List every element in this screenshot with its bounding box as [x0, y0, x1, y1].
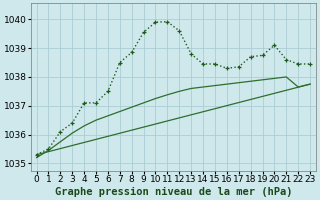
X-axis label: Graphe pression niveau de la mer (hPa): Graphe pression niveau de la mer (hPa) [55, 186, 292, 197]
